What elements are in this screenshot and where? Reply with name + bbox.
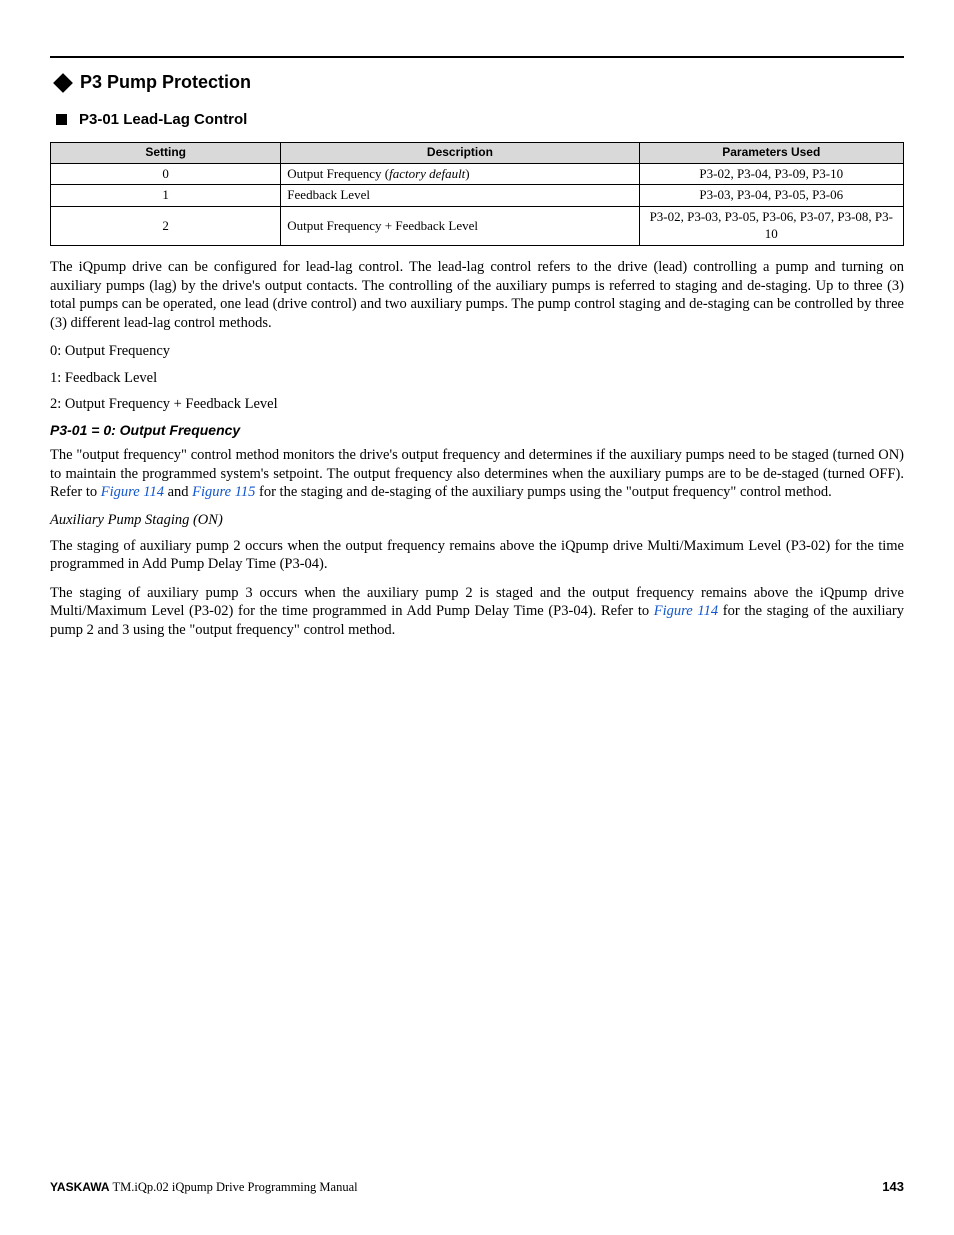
heading-1-row: P3 Pump Protection: [50, 72, 904, 93]
cell-description: Output Frequency (factory default): [281, 163, 639, 185]
text-run: and: [164, 484, 192, 500]
text-run: for the staging and de-staging of the au…: [255, 484, 831, 500]
cell-parameters: P3-03, P3-04, P3-05, P3-06: [639, 185, 903, 207]
figure-link-114[interactable]: Figure 114: [654, 603, 718, 619]
table-row: 2 Output Frequency + Feedback Level P3-0…: [51, 207, 904, 246]
cell-desc-italic: factory default: [389, 166, 465, 181]
list-item-1: 1: Feedback Level: [50, 369, 904, 388]
list-item-2: 2: Output Frequency + Feedback Level: [50, 395, 904, 414]
cell-setting: 0: [51, 163, 281, 185]
table-header-row: Setting Description Parameters Used: [51, 143, 904, 164]
paragraph-stage-2: The staging of auxiliary pump 2 occurs w…: [50, 537, 904, 574]
cell-setting: 1: [51, 185, 281, 207]
table-header-setting: Setting: [51, 143, 281, 164]
heading-2-row: P3-01 Lead-Lag Control: [50, 111, 904, 128]
cell-description: Feedback Level: [281, 185, 639, 207]
figure-link-115[interactable]: Figure 115: [192, 484, 255, 500]
paragraph-intro: The iQpump drive can be configured for l…: [50, 258, 904, 332]
heading-1: P3 Pump Protection: [80, 72, 251, 93]
top-rule: [50, 56, 904, 58]
footer-left: YASKAWA TM.iQp.02 iQpump Drive Programmi…: [50, 1180, 358, 1195]
cell-desc-text: Feedback Level: [287, 187, 370, 202]
list-item-0: 0: Output Frequency: [50, 342, 904, 361]
cell-desc-suffix: ): [465, 166, 469, 181]
table-header-description: Description: [281, 143, 639, 164]
table-row: 0 Output Frequency (factory default) P3-…: [51, 163, 904, 185]
footer-title: TM.iQp.02 iQpump Drive Programming Manua…: [110, 1180, 358, 1194]
table-row: 1 Feedback Level P3-03, P3-04, P3-05, P3…: [51, 185, 904, 207]
diamond-bullet-icon: [53, 73, 73, 93]
cell-desc-text: Output Frequency (: [287, 166, 389, 181]
subheading-italic: Auxiliary Pump Staging (ON): [50, 512, 904, 529]
footer-brand: YASKAWA: [50, 1180, 110, 1194]
cell-description: Output Frequency + Feedback Level: [281, 207, 639, 246]
heading-2: P3-01 Lead-Lag Control: [79, 111, 247, 128]
page-footer: YASKAWA TM.iQp.02 iQpump Drive Programmi…: [50, 1179, 904, 1195]
paragraph-stage-3: The staging of auxiliary pump 3 occurs w…: [50, 584, 904, 640]
figure-link-114[interactable]: Figure 114: [101, 484, 164, 500]
cell-desc-text: Output Frequency + Feedback Level: [287, 218, 478, 233]
paragraph-output-frequency: The "output frequency" control method mo…: [50, 446, 904, 502]
page-number: 143: [882, 1179, 904, 1194]
square-bullet-icon: [56, 114, 67, 125]
page: P3 Pump Protection P3-01 Lead-Lag Contro…: [0, 0, 954, 1235]
table-header-parameters: Parameters Used: [639, 143, 903, 164]
settings-table: Setting Description Parameters Used 0 Ou…: [50, 142, 904, 246]
cell-parameters: P3-02, P3-04, P3-09, P3-10: [639, 163, 903, 185]
cell-parameters: P3-02, P3-03, P3-05, P3-06, P3-07, P3-08…: [639, 207, 903, 246]
cell-setting: 2: [51, 207, 281, 246]
heading-3: P3-01 = 0: Output Frequency: [50, 422, 904, 438]
